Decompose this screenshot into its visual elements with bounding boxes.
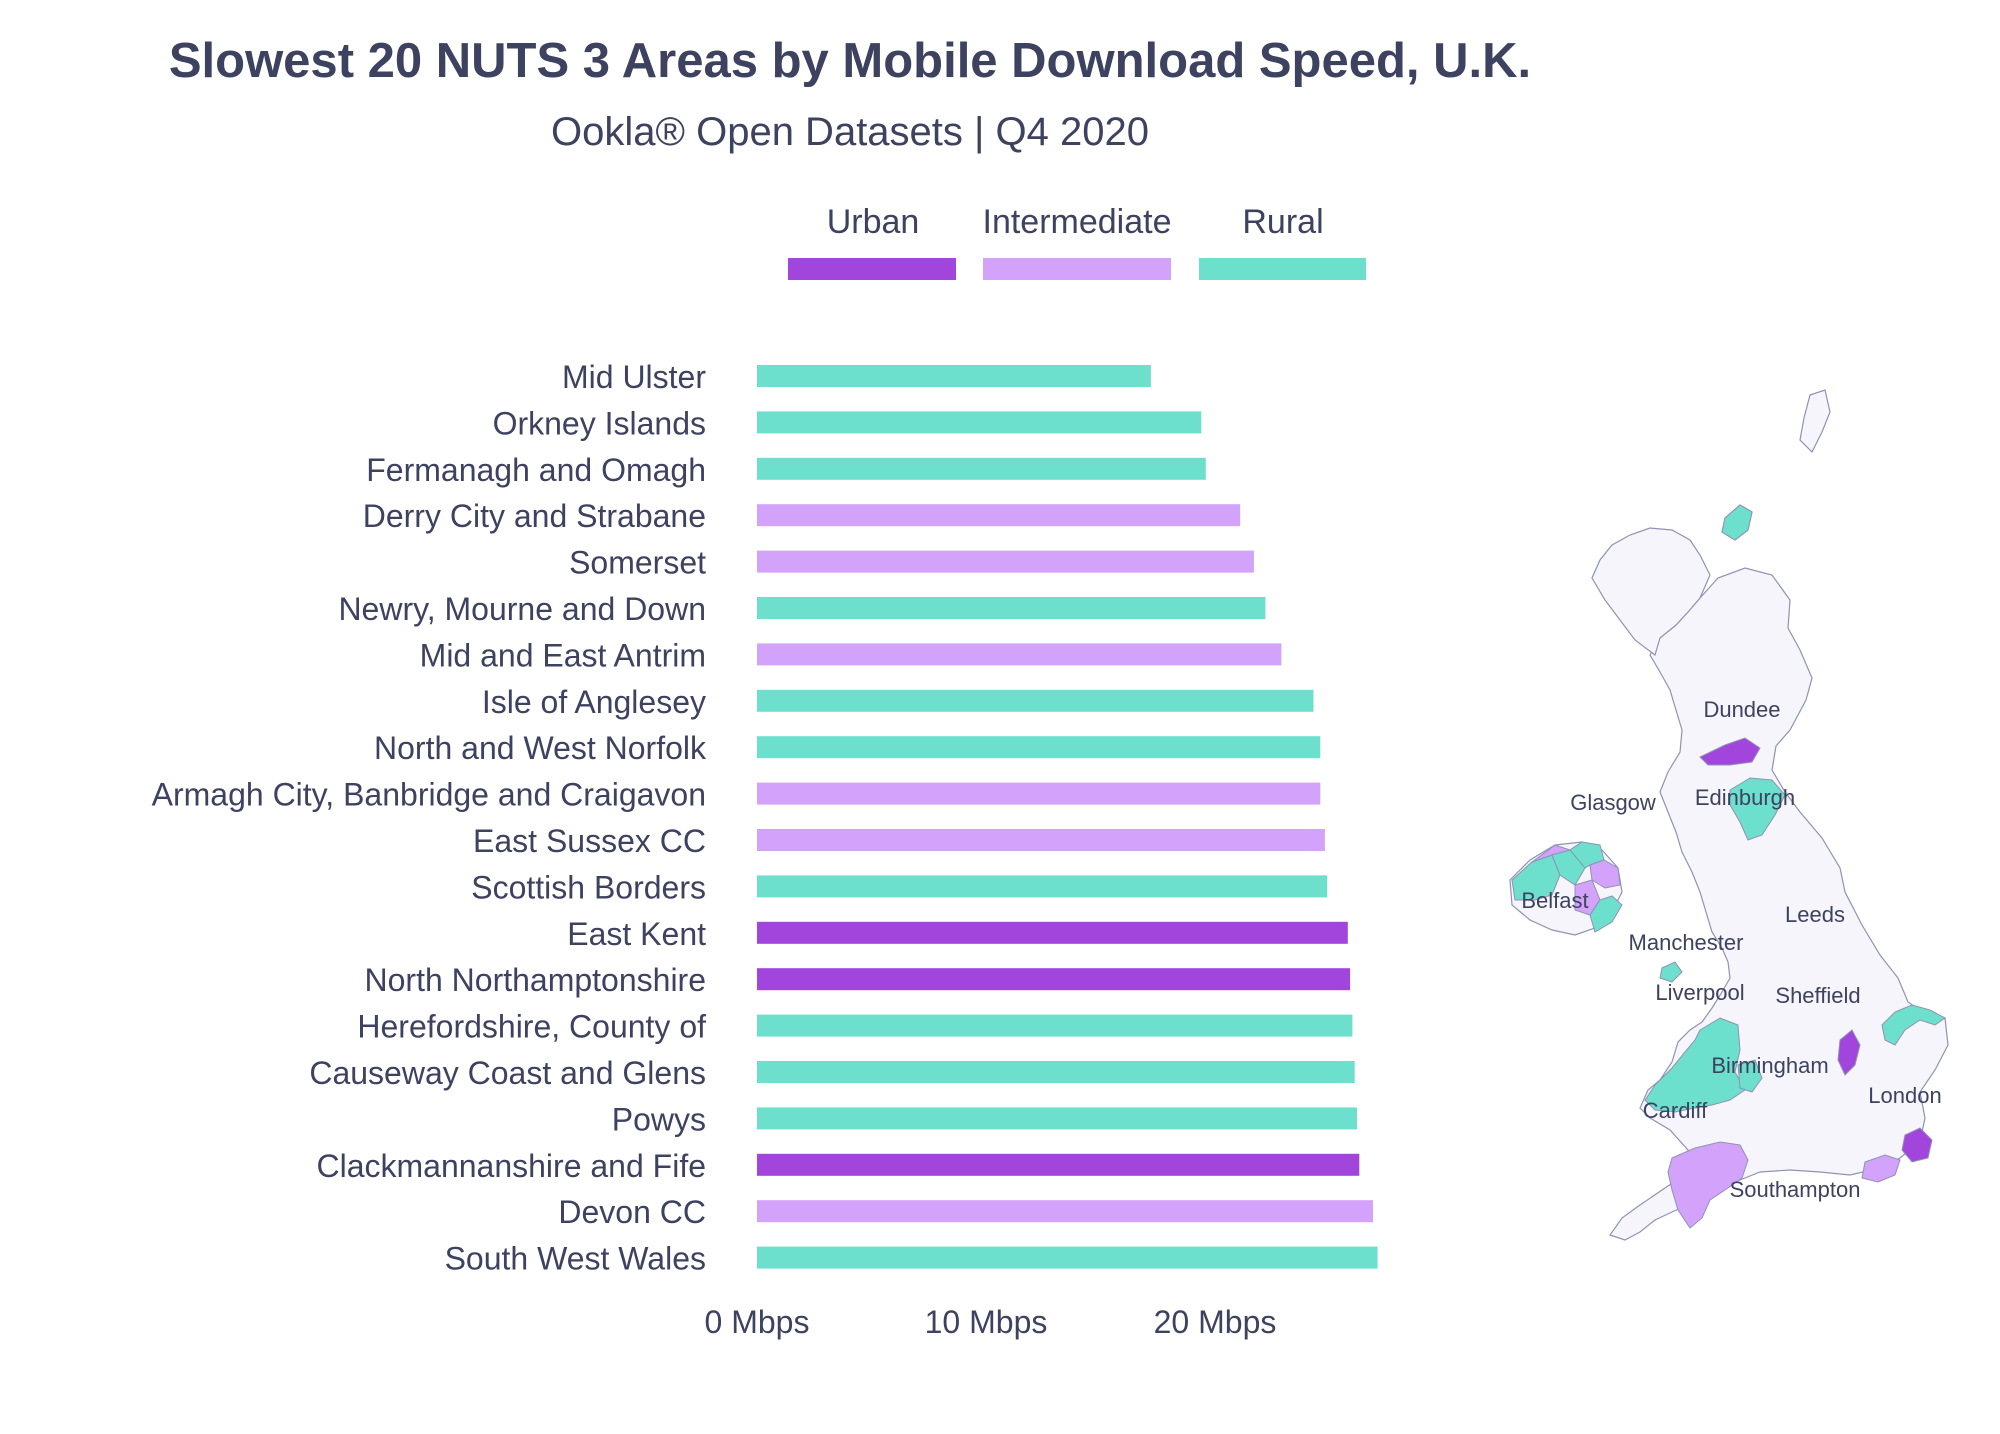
category-label: Powys — [612, 1101, 706, 1137]
uk-map — [1509, 389, 1949, 1241]
y-axis-labels: Mid Ulster Orkney Islands Fermanagh and Om… — [152, 359, 707, 1277]
category-label: Somerset — [569, 545, 706, 581]
bar-north-and-west-norfolk — [757, 736, 1321, 759]
legend-label-rural: Rural — [1242, 203, 1323, 241]
map-label-sheffield: Sheffield — [1775, 983, 1860, 1008]
map-label-manchester: Manchester — [1629, 930, 1744, 955]
map-region-north-west-norfolk — [1881, 1004, 1946, 1046]
map-region-dundee-fife — [1699, 737, 1761, 766]
map-label-glasgow: Glasgow — [1570, 790, 1656, 815]
map-region-orkney-islands — [1721, 504, 1753, 541]
bar-east-sussex-cc — [757, 829, 1325, 851]
category-label: Orkney Islands — [493, 405, 706, 441]
map-shetland — [1799, 389, 1831, 454]
map-label-edinburgh: Edinburgh — [1695, 785, 1795, 810]
category-label: East Sussex CC — [473, 823, 706, 859]
bar-causeway-coast-and-glens — [757, 1061, 1355, 1083]
category-label: Mid Ulster — [562, 359, 706, 395]
bars — [757, 365, 1378, 1269]
bar-mid-and-east-antrim — [757, 643, 1282, 666]
category-label: Clackmannanshire and Fife — [316, 1148, 706, 1184]
map-region-newry-mourne-down — [1589, 895, 1623, 933]
map-label-cardiff: Cardiff — [1643, 1098, 1708, 1123]
x-tick-label: 20 Mbps — [1154, 1304, 1277, 1340]
map-label-liverpool: Liverpool — [1655, 980, 1744, 1005]
map-region-wales — [1644, 1017, 1746, 1113]
map-label-southampton: Southampton — [1730, 1177, 1861, 1202]
map-label-birmingham: Birmingham — [1711, 1053, 1828, 1078]
category-label: Devon CC — [558, 1194, 706, 1230]
bar-scottish-borders — [757, 875, 1328, 898]
category-label: Derry City and Strabane — [363, 498, 706, 534]
x-axis-ticks: 0 Mbps 10 Mbps 20 Mbps — [705, 1304, 1277, 1340]
map-labels: Dundee Glasgow Edinburgh Belfast Leeds Manche… — [1521, 697, 1941, 1202]
legend-swatch-rural — [1199, 258, 1366, 280]
legend-label-intermediate: Intermediate — [983, 203, 1172, 241]
map-region-east-sussex — [1861, 1154, 1901, 1183]
category-label: Causeway Coast and Glens — [309, 1055, 706, 1091]
map-region-scottish-borders — [1729, 777, 1786, 841]
legend: Urban Intermediate Rural — [788, 203, 1366, 280]
bar-armagh-city-banbridge-and-craigavon — [757, 782, 1321, 805]
category-label: Newry, Mourne and Down — [338, 591, 706, 627]
map-region-herefordshire — [1737, 1059, 1763, 1093]
category-label: Scottish Borders — [471, 869, 706, 905]
chart-title: Slowest 20 NUTS 3 Areas by Mobile Downlo… — [169, 34, 1531, 88]
map-label-dundee: Dundee — [1703, 697, 1780, 722]
bar-east-kent — [757, 921, 1348, 944]
bar-orkney-islands — [757, 411, 1202, 434]
bar-south-west-wales — [757, 1246, 1378, 1269]
bar-devon-cc — [757, 1200, 1373, 1223]
map-label-leeds: Leeds — [1785, 902, 1845, 927]
map-label-london: London — [1868, 1083, 1941, 1108]
bar-mid-ulster — [757, 365, 1151, 387]
map-region-north-northamptonshire — [1837, 1029, 1861, 1076]
category-label: North Northamptonshire — [365, 962, 706, 998]
category-label: Armagh City, Banbridge and Craigavon — [152, 777, 706, 813]
category-label: Fermanagh and Omagh — [366, 452, 706, 488]
bar-clackmannanshire-and-fife — [757, 1153, 1360, 1176]
category-label: Herefordshire, County of — [357, 1009, 706, 1045]
legend-swatch-urban — [788, 258, 956, 280]
bar-newry-mourne-and-down — [757, 597, 1266, 619]
bar-somerset — [757, 550, 1254, 573]
category-label: East Kent — [567, 916, 706, 952]
map-region-somerset-devon — [1667, 1141, 1749, 1229]
bar-powys — [757, 1107, 1357, 1130]
x-tick-label: 0 Mbps — [705, 1304, 810, 1340]
category-label: Isle of Anglesey — [482, 684, 706, 720]
bar-north-northamptonshire — [757, 968, 1351, 991]
map-region-isle-of-anglesey — [1659, 961, 1683, 983]
bar-derry-city-and-strabane — [757, 504, 1241, 527]
x-tick-label: 10 Mbps — [925, 1304, 1048, 1340]
legend-label-urban: Urban — [827, 203, 920, 241]
category-label: North and West Norfolk — [374, 730, 707, 766]
map-britain-mainland — [1609, 567, 1949, 1241]
map-west-highlands — [1591, 527, 1711, 656]
category-label: Mid and East Antrim — [420, 637, 706, 673]
chart-subtitle: Ookla® Open Datasets | Q4 2020 — [551, 110, 1149, 154]
map-label-belfast: Belfast — [1521, 888, 1588, 913]
bar-fermanagh-and-omagh — [757, 457, 1206, 480]
legend-swatch-intermediate — [983, 258, 1171, 280]
bar-isle-of-anglesey — [757, 689, 1314, 712]
map-region-east-kent — [1901, 1127, 1933, 1163]
category-label: South West Wales — [445, 1241, 706, 1277]
bar-herefordshire-county-of — [757, 1014, 1353, 1037]
